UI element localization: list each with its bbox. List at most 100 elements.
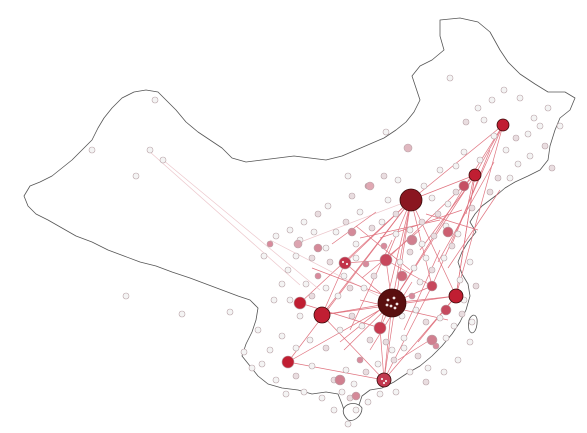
city-node	[412, 306, 420, 314]
city-node	[240, 348, 248, 356]
city-node	[310, 228, 318, 236]
city-node	[414, 352, 422, 360]
hub-inner-dot	[382, 381, 386, 385]
city-node	[458, 310, 466, 318]
hub-inner-dot	[341, 260, 345, 264]
city-node	[516, 94, 524, 102]
city-node	[454, 356, 462, 364]
nanchang-node	[426, 334, 438, 346]
city-node	[344, 172, 352, 180]
hub-shanghai	[448, 288, 464, 304]
flow-link	[383, 285, 433, 381]
city-node	[364, 398, 372, 406]
hub-shenyang	[468, 168, 482, 182]
changsha-node	[373, 321, 387, 335]
city-node	[356, 356, 364, 364]
city-node	[514, 160, 522, 168]
country-outline	[23, 17, 576, 421]
city-node	[266, 240, 274, 248]
city-node	[396, 258, 404, 266]
hub-inner-dot	[380, 377, 384, 381]
city-node	[468, 204, 476, 212]
taiyuan-node	[347, 227, 357, 237]
city-node	[122, 292, 130, 300]
tianjin-node	[442, 226, 454, 238]
city-node	[392, 210, 400, 218]
hub-wuhan	[377, 288, 407, 318]
mainland-outline	[23, 17, 576, 421]
city-node	[408, 292, 416, 300]
flow-link	[391, 124, 504, 304]
city-node	[300, 388, 308, 396]
inner-mongolia-node	[403, 143, 413, 153]
city-node	[360, 284, 368, 292]
city-node	[254, 326, 262, 334]
flow-links	[149, 124, 504, 381]
city-node	[292, 252, 300, 260]
city-node	[384, 196, 392, 204]
city-node	[348, 192, 356, 200]
city-node	[338, 388, 346, 396]
hub-inner-dot	[393, 306, 397, 310]
city-node	[258, 360, 266, 368]
city-node	[406, 226, 414, 234]
city-node	[436, 166, 444, 174]
city-node	[382, 128, 390, 136]
city-node	[450, 322, 458, 330]
city-node	[428, 266, 436, 274]
city-node	[248, 364, 256, 372]
city-node	[392, 388, 400, 396]
flow-link	[410, 199, 457, 297]
city-node	[378, 218, 386, 226]
city-node	[468, 318, 476, 326]
city-node	[512, 134, 520, 142]
flow-link-faint	[297, 199, 412, 244]
flow-link	[321, 262, 346, 316]
shijiazhuang-node	[406, 234, 418, 246]
city-node	[306, 336, 314, 344]
city-node	[418, 218, 426, 226]
city-node	[556, 122, 564, 130]
kunming-node	[281, 355, 295, 369]
city-node	[490, 132, 498, 140]
city-node	[362, 368, 370, 376]
city-node	[460, 148, 468, 156]
flow-link	[391, 199, 412, 304]
flow-link	[379, 327, 385, 381]
city-node	[270, 296, 278, 304]
city-node	[292, 344, 300, 352]
city-node	[324, 202, 332, 210]
city-node	[272, 376, 280, 384]
city-node	[376, 390, 384, 398]
city-node	[284, 266, 292, 274]
zhanjiang-node	[351, 391, 361, 401]
flow-link-faint	[269, 239, 393, 304]
flow-link	[299, 302, 381, 329]
city-node	[400, 334, 408, 342]
city-node	[352, 406, 360, 414]
city-node	[308, 254, 316, 262]
xining-node	[293, 239, 303, 249]
city-node	[430, 232, 438, 240]
city-node	[344, 420, 352, 428]
flow-link	[425, 213, 479, 231]
city-node	[286, 296, 294, 304]
city-node	[390, 356, 398, 364]
city-node	[466, 258, 474, 266]
city-node	[524, 130, 532, 138]
city-node	[476, 156, 484, 164]
city-node	[506, 174, 514, 182]
hub-guangzhou	[376, 372, 392, 388]
flow-link	[385, 259, 433, 287]
city-node	[322, 244, 330, 252]
city-node	[418, 240, 426, 248]
city-node	[296, 312, 304, 320]
city-node	[308, 362, 316, 370]
flow-link	[299, 199, 412, 304]
hub-inner-dot	[392, 296, 396, 300]
city-node	[448, 242, 456, 250]
city-node	[146, 146, 154, 154]
city-node	[342, 366, 350, 374]
hub-chengdu	[313, 306, 331, 324]
